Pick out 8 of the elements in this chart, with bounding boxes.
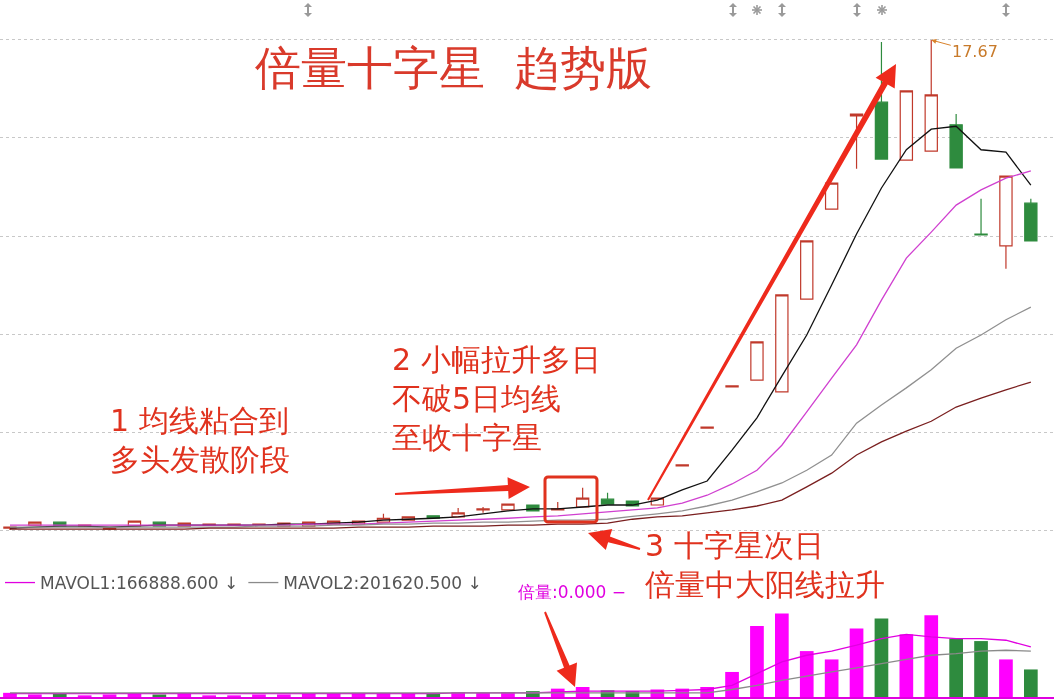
annotation: 2 小幅拉升多日不破5日均线至收十字星 bbox=[392, 342, 601, 455]
legend-label: MAVOL1:166888.600 ↓ bbox=[40, 573, 239, 594]
annotation: 1 均线粘合到多头发散阶段 bbox=[110, 403, 290, 477]
annotation: 3 十字星次日倍量中大阳线拉升 bbox=[645, 528, 885, 602]
legend-label: MAVOL2:201620.500 ↓ bbox=[283, 573, 482, 594]
chart-title: 倍量十字星 趋势版 bbox=[254, 41, 652, 96]
annotation: 17.67 bbox=[952, 42, 998, 61]
text: 倍量:0.000 − bbox=[518, 582, 627, 602]
